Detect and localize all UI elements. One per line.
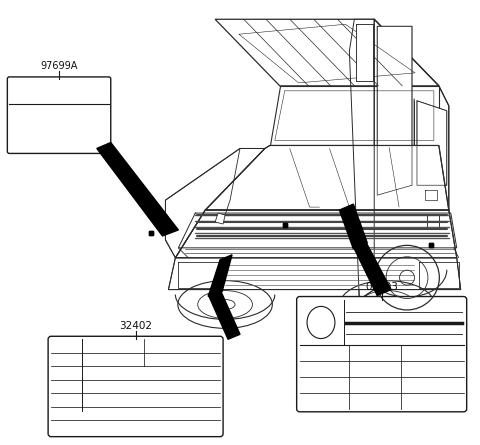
Polygon shape xyxy=(168,258,461,290)
Text: 97699A: 97699A xyxy=(40,61,78,71)
Polygon shape xyxy=(215,19,439,86)
Polygon shape xyxy=(270,86,439,146)
FancyBboxPatch shape xyxy=(7,77,111,154)
Polygon shape xyxy=(166,149,265,258)
Polygon shape xyxy=(175,210,457,258)
Polygon shape xyxy=(427,215,439,228)
Text: 05203: 05203 xyxy=(365,282,398,291)
Polygon shape xyxy=(417,101,447,185)
Polygon shape xyxy=(353,241,391,295)
Polygon shape xyxy=(205,146,449,210)
Polygon shape xyxy=(339,204,367,249)
Polygon shape xyxy=(374,19,449,290)
FancyBboxPatch shape xyxy=(297,296,467,412)
Text: 32402: 32402 xyxy=(119,321,152,332)
Polygon shape xyxy=(356,24,373,81)
Polygon shape xyxy=(208,255,232,296)
FancyBboxPatch shape xyxy=(48,336,223,437)
Polygon shape xyxy=(349,19,374,299)
Polygon shape xyxy=(377,26,412,195)
Polygon shape xyxy=(208,290,240,339)
Polygon shape xyxy=(97,142,179,236)
Polygon shape xyxy=(215,213,225,224)
